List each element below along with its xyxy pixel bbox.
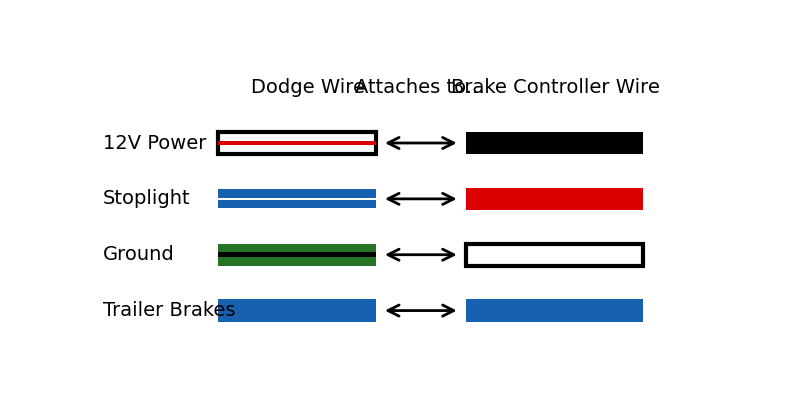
Bar	[218, 141, 376, 145]
Bar	[218, 299, 376, 322]
Bar	[466, 243, 642, 266]
Bar	[218, 132, 376, 154]
Text: 12V Power: 12V Power	[103, 133, 206, 152]
Text: Trailer Brakes: Trailer Brakes	[103, 301, 235, 320]
Bar	[218, 189, 376, 198]
Bar	[218, 200, 376, 208]
Text: Attaches to...: Attaches to...	[354, 78, 484, 97]
Text: Dodge Wire: Dodge Wire	[250, 78, 365, 97]
Bar	[466, 132, 642, 154]
Text: Ground: Ground	[103, 245, 175, 264]
Text: Stoplight: Stoplight	[103, 189, 190, 208]
Bar	[466, 188, 642, 210]
Bar	[218, 243, 376, 266]
Text: Brake Controller Wire: Brake Controller Wire	[451, 78, 660, 97]
Bar	[218, 252, 376, 257]
Bar	[466, 299, 642, 322]
